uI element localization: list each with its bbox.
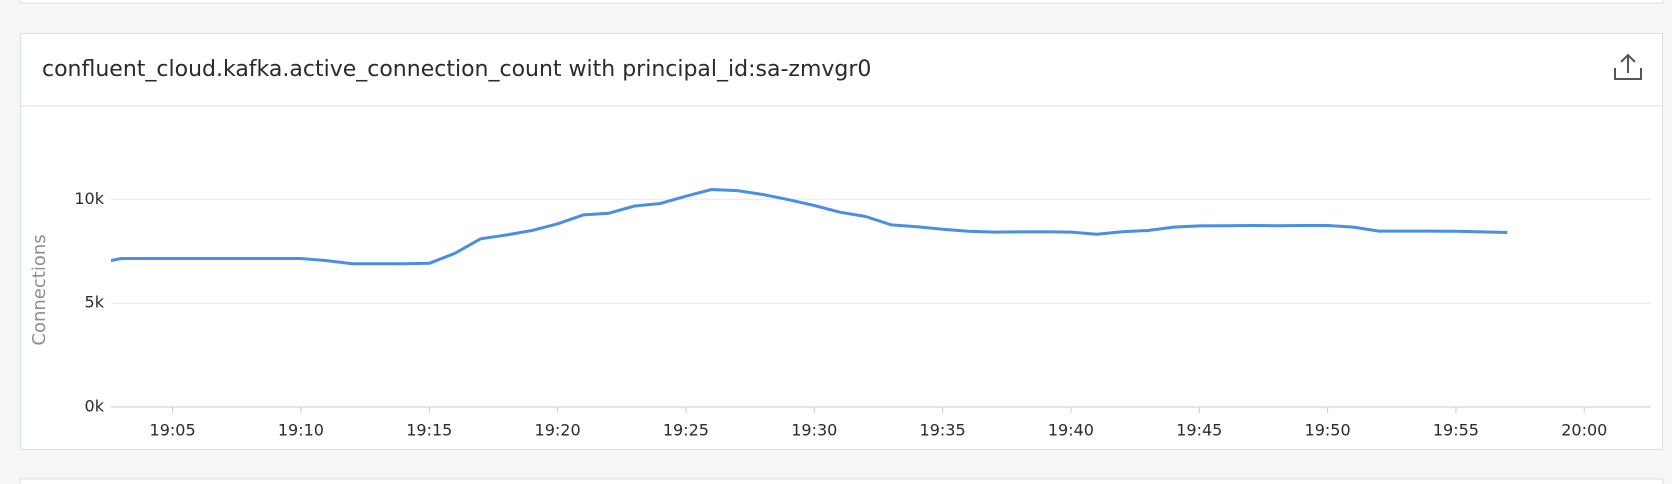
y-tick-label: 10k <box>74 189 104 208</box>
x-tick-label: 19:10 <box>278 421 324 440</box>
panel-title: confluent_cloud.kafka.active_connection_… <box>42 57 871 82</box>
x-tick-label: 19:25 <box>663 421 709 440</box>
export-icon-arrow <box>1620 53 1636 73</box>
x-tick-label: 19:55 <box>1433 421 1479 440</box>
export-button[interactable] <box>1614 53 1642 80</box>
previous-panel <box>19 0 1664 4</box>
x-tick-label: 19:40 <box>1048 421 1094 440</box>
x-tick-label: 19:20 <box>535 421 581 440</box>
x-tick-label: 19:50 <box>1305 421 1351 440</box>
x-tick-label: 20:00 <box>1561 421 1607 440</box>
panel <box>20 33 1663 450</box>
export-icon-tray <box>1614 68 1642 80</box>
next-panel <box>19 478 1664 484</box>
x-tick-label: 19:45 <box>1176 421 1222 440</box>
x-tick-label: 19:05 <box>150 421 196 440</box>
y-tick-label: 0k <box>85 397 105 416</box>
y-tick-label: 5k <box>85 293 105 312</box>
x-tick-label: 19:30 <box>791 421 837 440</box>
y-axis-title: Connections <box>29 234 50 345</box>
x-tick-label: 19:35 <box>920 421 966 440</box>
x-tick-label: 19:15 <box>406 421 452 440</box>
data-line <box>111 188 1508 266</box>
